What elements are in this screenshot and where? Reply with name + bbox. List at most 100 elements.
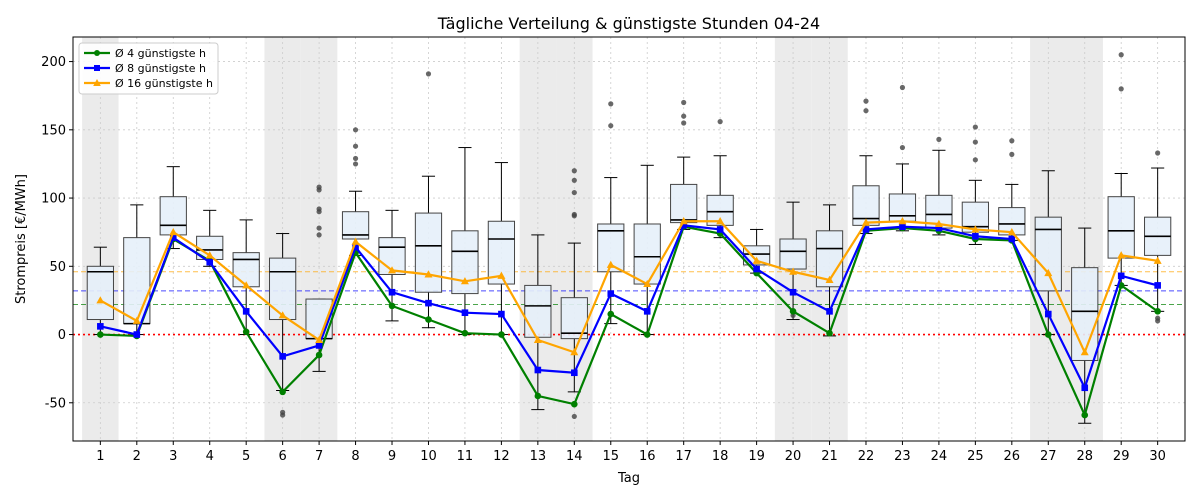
series-point bbox=[315, 342, 323, 349]
box-iqr bbox=[414, 212, 443, 293]
x-tick-label: 14 bbox=[566, 449, 583, 464]
outlier-point bbox=[681, 120, 687, 126]
x-tick-label: 19 bbox=[748, 449, 765, 464]
series-point bbox=[169, 234, 177, 241]
series-point bbox=[533, 335, 542, 343]
box-iqr bbox=[1034, 216, 1062, 292]
x-tick-label: 13 bbox=[530, 449, 547, 464]
outlier-point bbox=[717, 119, 723, 125]
series-line bbox=[100, 224, 1158, 391]
outlier-point bbox=[1155, 150, 1161, 156]
series-point bbox=[716, 226, 724, 233]
series-point bbox=[789, 267, 798, 275]
series-point bbox=[826, 308, 833, 315]
series-point bbox=[169, 227, 178, 236]
outlier-point bbox=[608, 123, 614, 129]
series-point bbox=[242, 281, 251, 289]
x-tick-label: 3 bbox=[169, 449, 177, 464]
legend-marker bbox=[94, 65, 100, 71]
x-tick-label: 2 bbox=[133, 449, 141, 464]
series-point bbox=[1044, 331, 1052, 338]
series-point bbox=[679, 217, 688, 225]
y-tick-label: 100 bbox=[41, 192, 66, 207]
series-point bbox=[534, 392, 542, 400]
outlier-point bbox=[316, 232, 322, 238]
series-point bbox=[133, 331, 141, 338]
series-point bbox=[388, 288, 396, 296]
series-point bbox=[971, 225, 980, 233]
y-tick-label: 150 bbox=[41, 123, 66, 138]
y-tick-label: 0 bbox=[58, 328, 66, 343]
x-tick-label: 9 bbox=[388, 449, 396, 464]
x-tick-label: 10 bbox=[420, 449, 437, 464]
series-point bbox=[571, 369, 578, 377]
series-point bbox=[606, 260, 615, 268]
series-point bbox=[534, 366, 542, 374]
series-point bbox=[826, 329, 833, 337]
series-point bbox=[425, 299, 432, 307]
series-line bbox=[100, 225, 1159, 419]
series-point bbox=[861, 218, 870, 226]
y-tick-label: 200 bbox=[41, 55, 66, 70]
series-point bbox=[789, 288, 797, 296]
series-point bbox=[461, 329, 469, 337]
x-tick-label: 12 bbox=[493, 449, 510, 464]
x-tick-label: 15 bbox=[602, 449, 619, 464]
series-point bbox=[1154, 308, 1161, 315]
series-point bbox=[862, 226, 870, 233]
outlier-point bbox=[571, 189, 577, 196]
x-tick-label: 17 bbox=[675, 449, 692, 464]
outlier-point bbox=[280, 412, 286, 418]
x-tick-label: 6 bbox=[278, 449, 286, 464]
series-point bbox=[607, 290, 615, 297]
x-axis-title: Tag bbox=[617, 471, 640, 486]
series-point bbox=[753, 265, 760, 273]
outlier-point bbox=[972, 124, 978, 130]
box-iqr bbox=[779, 238, 807, 270]
outlier-point bbox=[352, 143, 359, 149]
series-point bbox=[972, 232, 979, 240]
series-point bbox=[1153, 256, 1162, 264]
x-tick-label: 27 bbox=[1040, 449, 1057, 464]
series-point bbox=[315, 335, 324, 343]
legend-label: Ø 16 günstigste h bbox=[115, 77, 213, 90]
legend-label: Ø 4 günstigste h bbox=[115, 47, 206, 60]
series-point bbox=[424, 270, 433, 278]
series-point bbox=[789, 308, 797, 315]
series-point bbox=[388, 302, 396, 310]
box-iqr bbox=[633, 223, 661, 285]
series-point bbox=[934, 219, 943, 227]
outlier-point bbox=[936, 136, 942, 142]
series-point bbox=[97, 323, 104, 330]
legend: Ø 4 günstigste h Ø 8 günstigste h Ø 16 gün… bbox=[78, 42, 219, 95]
box-iqr bbox=[888, 193, 917, 222]
x-tick-label: 7 bbox=[315, 449, 323, 464]
box-iqr bbox=[86, 265, 114, 321]
x-tick-label: 26 bbox=[1004, 449, 1021, 464]
series-point bbox=[935, 224, 943, 232]
series-point bbox=[1154, 282, 1161, 289]
series-point bbox=[680, 222, 687, 229]
series-point bbox=[643, 279, 652, 288]
outlier-point bbox=[316, 225, 322, 231]
series-point bbox=[1080, 348, 1089, 356]
series-point bbox=[1044, 310, 1052, 318]
y-tick-label: 50 bbox=[49, 260, 66, 275]
x-tick-label: 18 bbox=[712, 449, 729, 464]
series-point bbox=[315, 351, 323, 359]
outlier-point bbox=[1009, 151, 1015, 157]
series-point bbox=[643, 308, 651, 315]
box-iqr bbox=[232, 252, 260, 288]
y-axis-title: Strompreis [€/MWh] bbox=[14, 174, 29, 304]
series-point bbox=[1044, 268, 1053, 277]
box-iqr bbox=[1107, 196, 1135, 259]
x-tick-label: 21 bbox=[821, 449, 838, 464]
outlier-point bbox=[352, 161, 359, 167]
x-tick-label: 16 bbox=[639, 449, 656, 464]
x-tick-label: 28 bbox=[1076, 449, 1093, 464]
x-tick-label: 23 bbox=[894, 449, 911, 464]
series-point bbox=[1081, 411, 1089, 419]
legend-marker bbox=[94, 50, 100, 56]
